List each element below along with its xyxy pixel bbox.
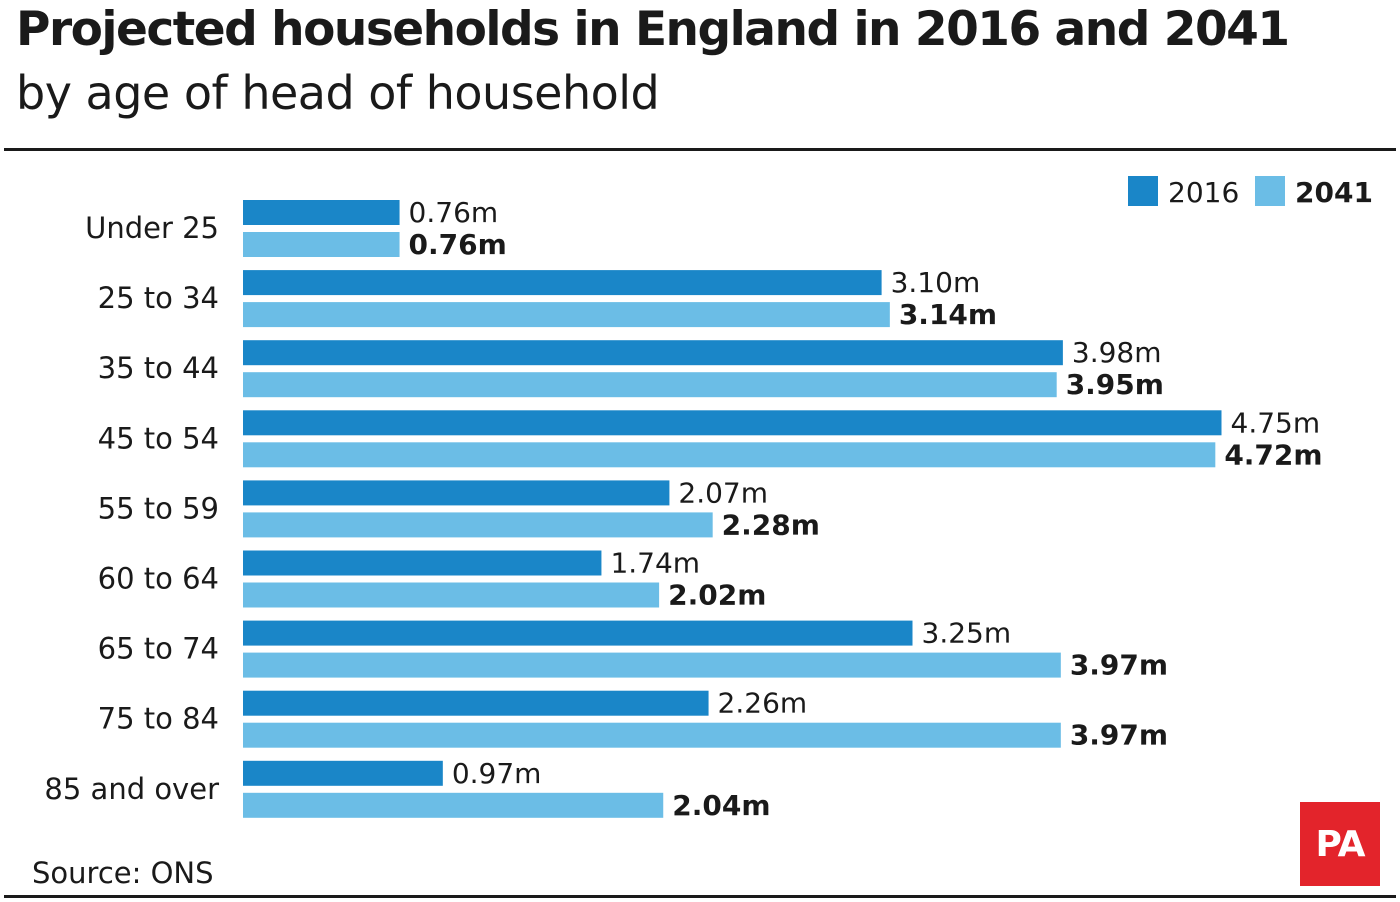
data-label-2016: 2.07m [678,476,768,509]
bar-2016 [243,690,709,716]
legend-swatch-2041 [1255,176,1285,206]
category-label: 55 to 59 [98,491,219,525]
data-label-2016: 1.74m [610,547,700,580]
legend-swatch-2016 [1128,176,1158,206]
category-label: Under 25 [85,211,219,245]
category-label: 85 and over [44,772,219,806]
data-label-2041: 3.97m [1070,719,1168,752]
data-label-2016: 0.76m [409,196,499,229]
data-label-2016: 4.75m [1231,406,1321,439]
data-label-2041: 0.76m [409,228,507,261]
legend-label-2016: 2016 [1168,176,1239,209]
category-label: 45 to 54 [98,421,219,455]
chart-title: Projected households in England in 2016 … [16,2,1290,57]
top-divider [4,148,1396,151]
data-label-2041: 2.04m [672,789,770,822]
pa-logo: PA [1300,802,1380,886]
data-label-2016: 3.98m [1072,336,1162,369]
data-label-2041: 3.97m [1070,649,1168,682]
data-label-2016: 0.97m [452,757,542,790]
chart-subtitle: by age of head of household [16,66,660,120]
data-label-2041: 2.02m [668,579,766,612]
bar-2041 [243,442,1216,468]
bar-2016 [243,480,670,506]
category-label: 35 to 44 [98,351,219,385]
bar-2016 [243,760,443,786]
data-label-2041: 3.14m [899,298,997,331]
bottom-divider [4,895,1396,898]
data-label-2041: 2.28m [722,508,820,541]
data-label-2016: 3.25m [922,617,1012,650]
category-label: 25 to 34 [98,281,219,315]
bar-2041 [243,302,890,328]
legend-label-2041: 2041 [1295,176,1373,209]
bar-2041 [243,232,400,257]
bar-2041 [243,652,1061,678]
data-label-2041: 3.95m [1066,368,1164,401]
data-label-2016: 3.10m [891,266,981,299]
bar-2016 [243,550,602,576]
bar-2041 [243,512,713,538]
category-label: 60 to 64 [98,562,219,596]
source-note: Source: ONS [32,856,214,890]
bar-2041 [243,722,1061,748]
bar-2041 [243,792,664,818]
bar-2016 [243,620,913,646]
data-label-2016: 2.26m [718,687,808,720]
bar-2016 [243,200,400,225]
category-label: 75 to 84 [98,702,219,736]
bar-2016 [243,340,1063,366]
bar-2041 [243,372,1057,398]
bar-2016 [243,270,882,296]
category-label: 65 to 74 [98,632,219,666]
bar-2041 [243,582,660,608]
bar-2016 [243,410,1222,436]
data-label-2041: 4.72m [1224,438,1322,471]
